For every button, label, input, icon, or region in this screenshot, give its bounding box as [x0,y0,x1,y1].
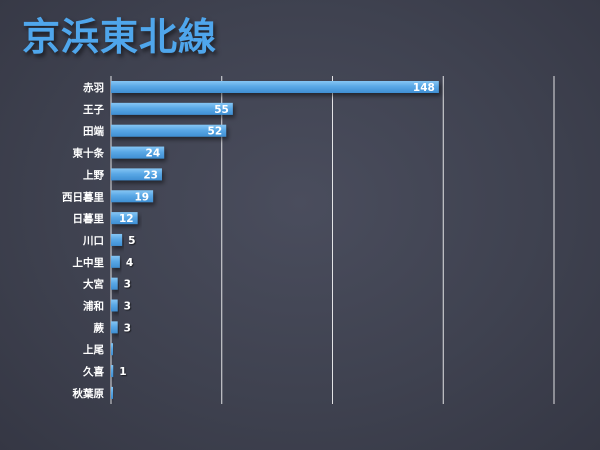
category-label: 日暮里 [73,212,105,225]
value-label: 3 [124,279,131,291]
value-label: 52 [208,126,223,138]
bar [111,343,113,356]
value-label: 3 [124,301,131,313]
category-label: 王子 [83,104,104,116]
value-label: 55 [214,104,229,116]
value-label: 1 [119,366,126,378]
category-label: 大宮 [83,278,104,291]
bar [111,277,118,290]
category-label: 西日暮里 [62,190,104,203]
bar [111,81,439,93]
category-label: 久喜 [82,365,104,378]
bar [111,102,233,115]
category-label: 上中里 [73,256,105,269]
bar [111,212,138,225]
bar [111,190,154,203]
bar [111,365,114,378]
value-label: 5 [128,235,135,247]
bar [111,124,227,137]
value-label: 148 [413,82,435,94]
value-label: 23 [143,169,158,181]
value-label: 19 [134,191,149,203]
bar [111,299,118,312]
value-label: 4 [126,257,133,269]
category-label: 赤羽 [83,81,104,94]
bar [111,233,123,246]
category-label: 上尾 [83,343,104,356]
value-label: 3 [124,322,131,334]
category-label: 浦和 [83,300,104,313]
category-label: 蕨 [94,321,105,334]
category-label: 川口 [82,235,104,247]
value-label: 12 [119,213,134,225]
value-label: 24 [146,148,161,160]
category-label: 田端 [83,125,104,138]
bar [111,146,165,159]
category-label: 東十条 [73,147,105,160]
bar [111,386,113,399]
chart-title: 京浜東北線 [22,15,218,59]
bar [111,255,120,268]
bar [111,168,162,181]
category-label: 秋葉原 [73,387,105,400]
bar [111,321,118,334]
category-label: 上野 [83,168,104,181]
